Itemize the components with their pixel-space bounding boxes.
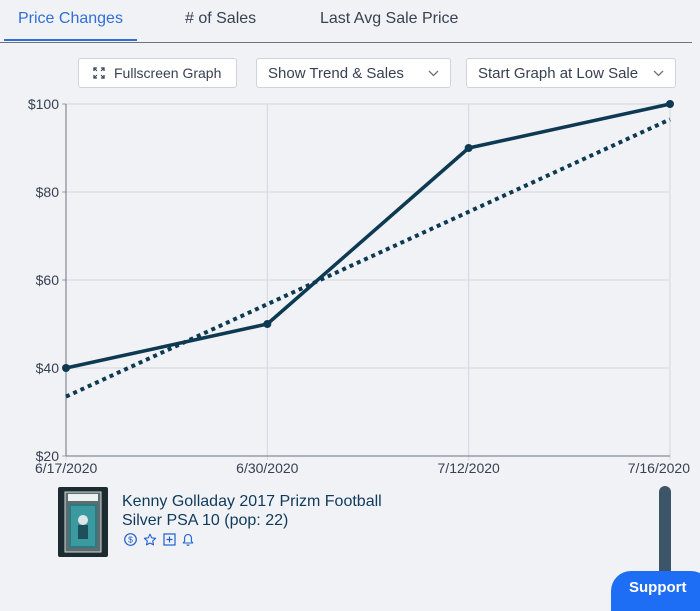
price-line [65, 102, 671, 370]
trend-line [65, 117, 671, 399]
chevron-down-icon [653, 70, 664, 77]
y-tick-label: $100 [28, 96, 59, 112]
data-point [263, 320, 272, 328]
tab-price-changes[interactable]: Price Changes [18, 10, 123, 27]
fullscreen-graph-button[interactable]: Fullscreen Graph [78, 58, 237, 88]
data-point [62, 364, 70, 372]
x-tick-label: 6/30/2020 [236, 460, 298, 476]
y-tick-label: $40 [36, 360, 60, 376]
start-graph-select[interactable]: Start Graph at Low Sale [466, 58, 676, 88]
trend-sales-select-value: Show Trend & Sales [268, 64, 404, 82]
card-thumbnail[interactable] [58, 487, 108, 557]
tab-bar: Price Changes # of Sales Last Avg Sale P… [0, 0, 692, 43]
y-tick-label: $80 [36, 184, 60, 200]
support-button[interactable]: Support [611, 571, 700, 611]
y-tick-label: $20 [36, 448, 60, 464]
tab-last-avg-sale-price[interactable]: Last Avg Sale Price [320, 10, 459, 27]
x-tick-label: 7/12/2020 [438, 460, 500, 476]
dollar-icon[interactable]: $ [124, 533, 137, 547]
data-point [464, 144, 473, 152]
item-title[interactable]: Kenny Golladay 2017 Prizm Football Silve… [122, 493, 382, 529]
y-tick-label: $60 [36, 272, 60, 288]
x-tick-label: 7/16/2020 [628, 460, 690, 476]
start-graph-select-value: Start Graph at Low Sale [478, 64, 639, 82]
item-action-icons: $ [124, 533, 194, 547]
svg-text:$: $ [128, 535, 133, 545]
tab-number-of-sales[interactable]: # of Sales [185, 10, 257, 27]
trend-sales-select[interactable]: Show Trend & Sales [256, 58, 451, 88]
scroll-handle[interactable] [659, 486, 671, 588]
active-tab-indicator [4, 39, 137, 41]
star-icon[interactable] [143, 533, 157, 547]
price-chart: $100 $80 $60 $40 $206/17/2020 6/30/2020 7/12/2… [28, 96, 690, 476]
chevron-down-icon [428, 70, 439, 77]
plus-square-icon[interactable] [163, 533, 176, 547]
x-tick-label: 6/17/2020 [35, 460, 97, 476]
expand-icon [93, 67, 105, 79]
fullscreen-graph-label: Fullscreen Graph [114, 65, 222, 81]
bell-icon[interactable] [182, 533, 194, 547]
data-point [666, 100, 674, 108]
